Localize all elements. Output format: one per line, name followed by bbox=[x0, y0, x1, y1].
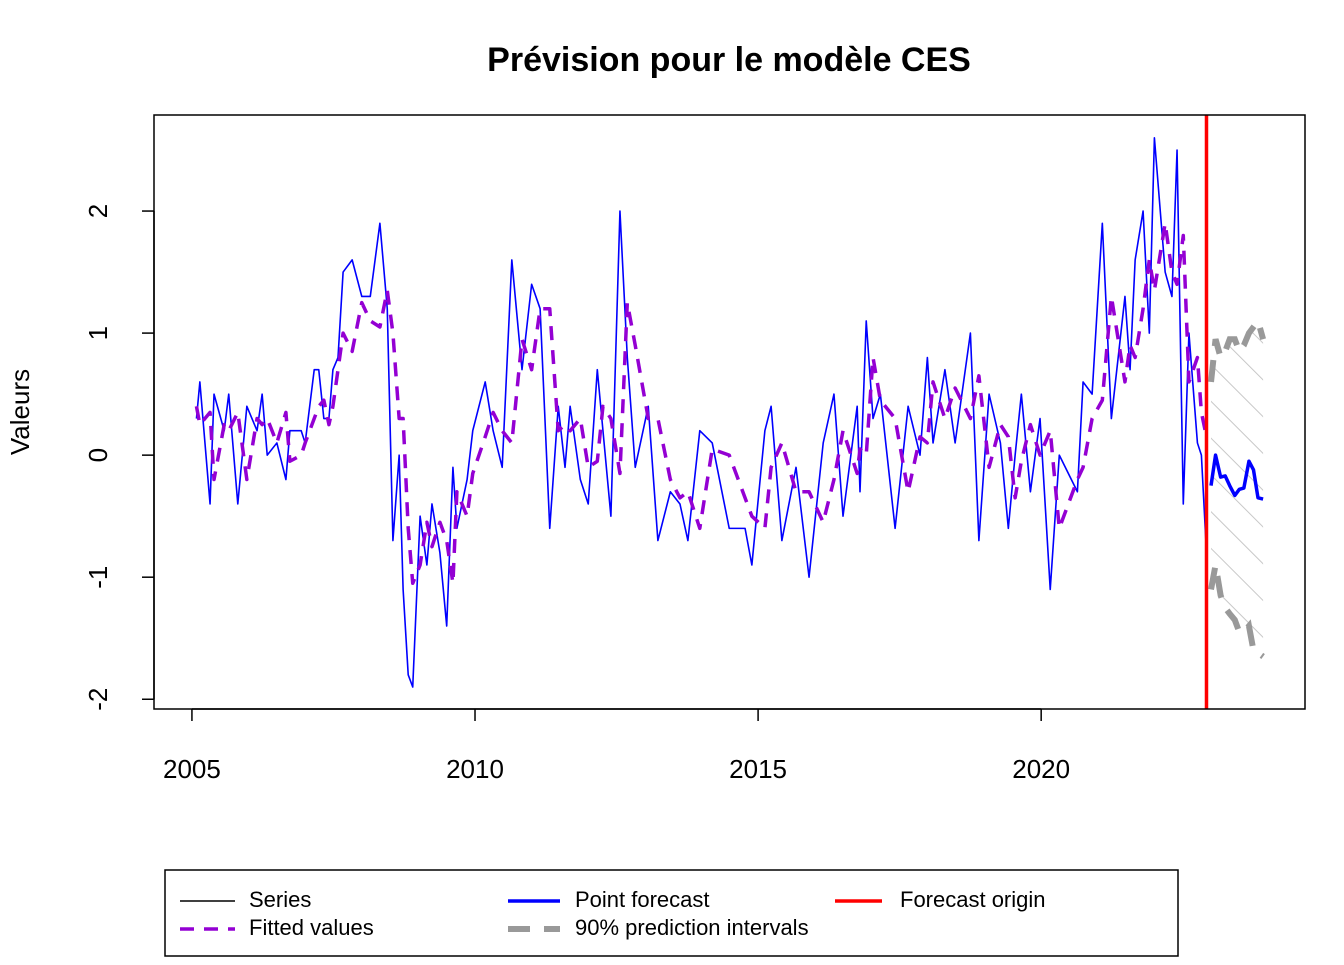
legend-label: Fitted values bbox=[249, 915, 374, 940]
forecast-line bbox=[1209, 453, 1264, 501]
y-tick-label: -2 bbox=[83, 688, 113, 711]
x-tick-label: 2015 bbox=[729, 754, 787, 784]
chart-title: Prévision pour le modèle CES bbox=[487, 41, 971, 79]
legend-label: Series bbox=[249, 887, 311, 912]
y-tick-label: -1 bbox=[83, 566, 113, 589]
x-tick-label: 2010 bbox=[446, 754, 504, 784]
series-line bbox=[195, 137, 1208, 688]
y-tick-label: 1 bbox=[83, 326, 113, 340]
y-tick-label: 0 bbox=[83, 448, 113, 462]
legend-box bbox=[164, 869, 1179, 957]
x-tick-label: 2005 bbox=[163, 754, 221, 784]
axes: 2005 2010 2015 2020 -2 -1 0 1 2 bbox=[83, 204, 1070, 784]
legend-label: Forecast origin bbox=[900, 887, 1046, 912]
y-tick-label: 2 bbox=[83, 204, 113, 218]
interval-hatch bbox=[1211, 320, 1264, 657]
legend-label: Point forecast bbox=[575, 887, 710, 912]
y-axis-label: Valeurs bbox=[5, 369, 35, 455]
fitted-line bbox=[194, 221, 1209, 586]
interval-lower bbox=[1208, 564, 1265, 659]
legend: Series Fitted values Point forecast 90% pre… bbox=[180, 887, 1046, 940]
plot-area bbox=[194, 115, 1266, 709]
x-tick-label: 2020 bbox=[1012, 754, 1070, 784]
legend-label: 90% prediction intervals bbox=[575, 915, 809, 940]
